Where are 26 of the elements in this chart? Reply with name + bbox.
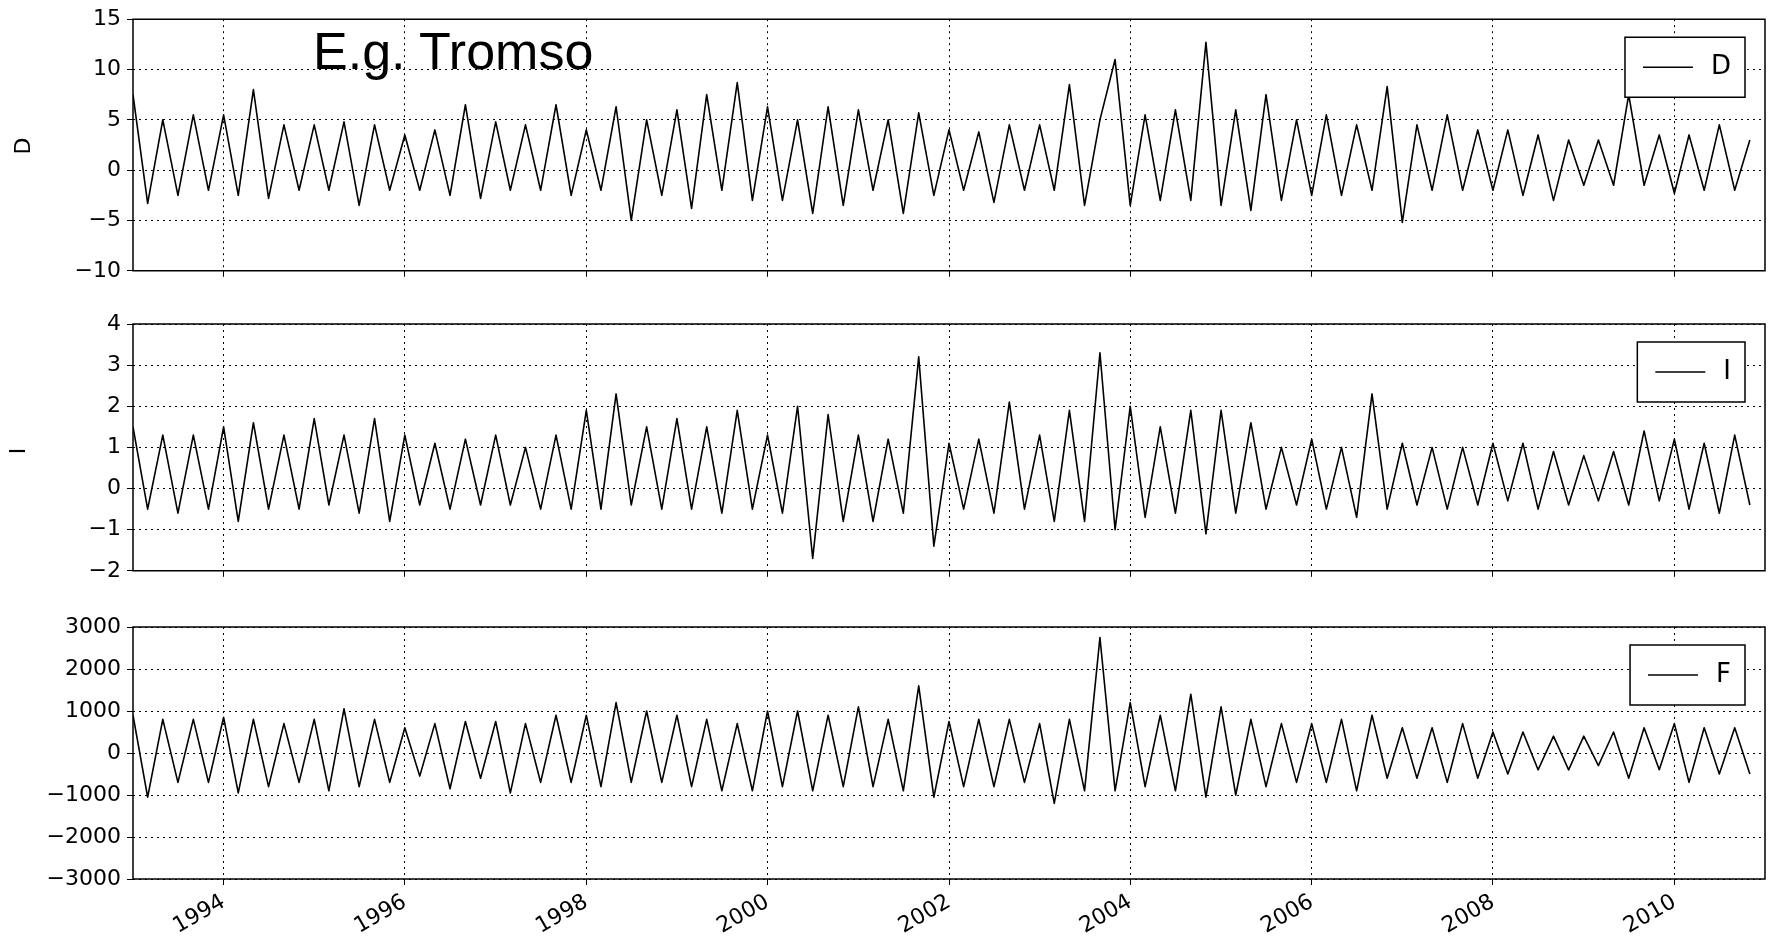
y-tick-label: −1000 <box>46 780 121 806</box>
y-tick-label: 1000 <box>65 696 121 722</box>
y-tick-label: 2 <box>107 391 121 417</box>
legend-label: D <box>1710 49 1731 80</box>
y-axis-title: I <box>4 447 30 454</box>
y-tick-label: 0 <box>107 738 121 764</box>
y-tick-label: 3000 <box>65 612 121 638</box>
y-tick-label: 0 <box>107 155 121 181</box>
y-tick-label: 10 <box>93 55 121 81</box>
y-tick-label: 1 <box>107 433 121 459</box>
y-tick-label: 0 <box>107 474 121 500</box>
y-tick-label: 4 <box>107 309 121 335</box>
y-tick-label: −5 <box>88 206 121 232</box>
y-tick-label: 5 <box>107 105 121 131</box>
y-axis-title: D <box>9 137 35 155</box>
y-tick-label: −2000 <box>46 822 121 848</box>
legend-label: I <box>1723 354 1731 385</box>
y-tick-label: −3000 <box>46 864 121 890</box>
chart-title: E.g. Tromso <box>313 21 594 80</box>
y-tick-label: 15 <box>93 4 121 30</box>
y-tick-label: 3 <box>107 350 121 376</box>
y-tick-label: −10 <box>74 256 121 282</box>
legend-label: F <box>1716 657 1731 688</box>
y-tick-label: 2000 <box>65 654 121 680</box>
y-tick-label: −2 <box>88 556 121 582</box>
y-tick-label: −1 <box>88 515 121 541</box>
